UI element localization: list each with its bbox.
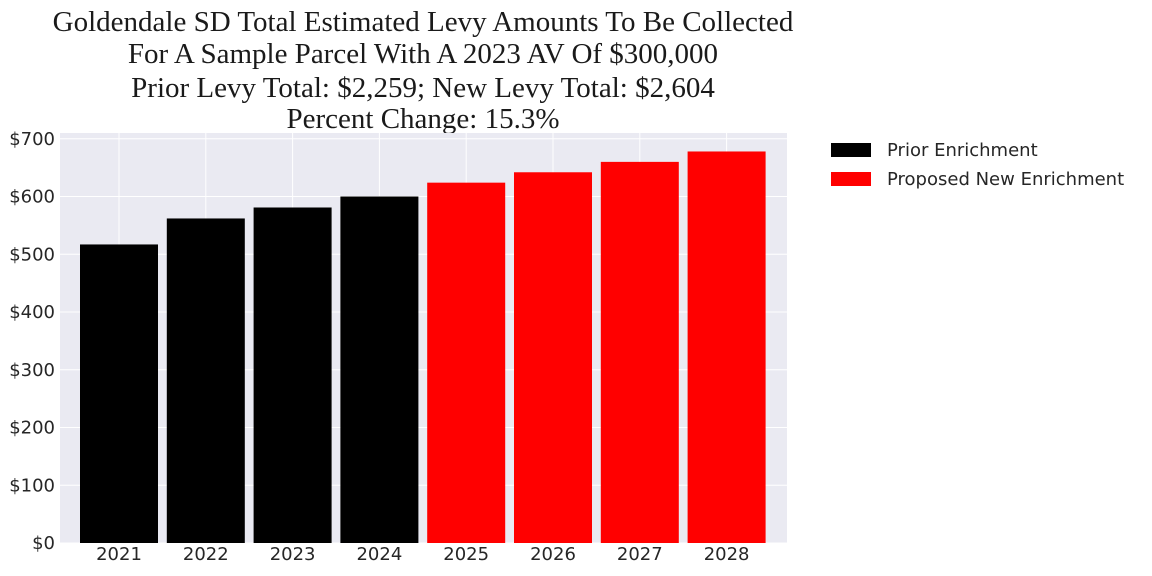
x-tick-label: 2028 (704, 544, 750, 565)
x-tick-label: 2026 (530, 544, 576, 565)
y-tick-label: $100 (9, 475, 55, 496)
y-tick-label: $300 (9, 360, 55, 381)
y-tick-label: $0 (32, 533, 55, 554)
chart-title-line: For A Sample Parcel With A 2023 AV Of $3… (128, 38, 718, 70)
bar-2028 (687, 151, 766, 543)
x-tick-label: 2022 (183, 544, 229, 565)
x-tick-label: 2021 (96, 544, 142, 565)
legend-swatch (831, 143, 871, 157)
legend-swatch (831, 172, 871, 186)
bar-2022 (166, 218, 245, 543)
x-tick-label: 2024 (356, 544, 402, 565)
chart-title-line: Prior Levy Total: $2,259; New Levy Total… (131, 72, 715, 104)
y-axis-ticks: $0 $100 $200 $300 $400 $500 $600 $700 (9, 129, 55, 554)
x-tick-label: 2025 (443, 544, 489, 565)
legend: Prior Enrichment Proposed New Enrichment (831, 140, 1124, 190)
bar-2021 (80, 244, 158, 544)
y-tick-label: $600 (9, 187, 55, 208)
y-tick-label: $500 (9, 244, 55, 265)
bar-2025 (427, 182, 506, 543)
x-axis-ticks: 2021 2022 2023 2024 2025 2026 2027 2028 (96, 544, 749, 565)
chart-title: Goldendale SD Total Estimated Levy Amoun… (53, 6, 794, 135)
x-tick-label: 2027 (617, 544, 663, 565)
bars (80, 151, 766, 544)
bar-2023 (253, 207, 332, 543)
y-tick-label: $200 (9, 418, 55, 439)
chart-title-line: Percent Change: 15.3% (286, 103, 559, 135)
bar-2027 (600, 161, 679, 544)
bar-2026 (514, 172, 592, 543)
chart-title-line: Goldendale SD Total Estimated Levy Amoun… (53, 6, 794, 38)
y-tick-label: $400 (9, 302, 55, 323)
y-tick-label: $700 (9, 129, 55, 150)
legend-label: Proposed New Enrichment (887, 169, 1124, 190)
x-tick-label: 2023 (270, 544, 316, 565)
bar-2024 (340, 196, 419, 544)
legend-label: Prior Enrichment (887, 140, 1038, 161)
